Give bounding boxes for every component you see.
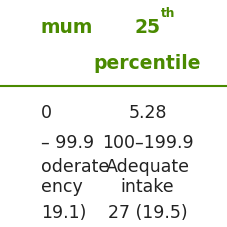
- Text: 19.1): 19.1): [41, 204, 86, 222]
- Text: intake: intake: [121, 178, 174, 196]
- Text: – 99.9: – 99.9: [41, 134, 94, 152]
- Text: 0: 0: [41, 104, 52, 123]
- Text: ency: ency: [41, 178, 83, 196]
- Text: 100–199.9: 100–199.9: [102, 134, 193, 152]
- Text: percentile: percentile: [94, 54, 201, 73]
- Text: 25: 25: [135, 18, 160, 37]
- Text: th: th: [161, 7, 175, 20]
- Text: oderate: oderate: [41, 158, 109, 176]
- Text: 27 (19.5): 27 (19.5): [108, 204, 187, 222]
- Text: Adequate: Adequate: [106, 158, 190, 176]
- Text: mum: mum: [41, 18, 93, 37]
- Text: 5.28: 5.28: [128, 104, 167, 123]
